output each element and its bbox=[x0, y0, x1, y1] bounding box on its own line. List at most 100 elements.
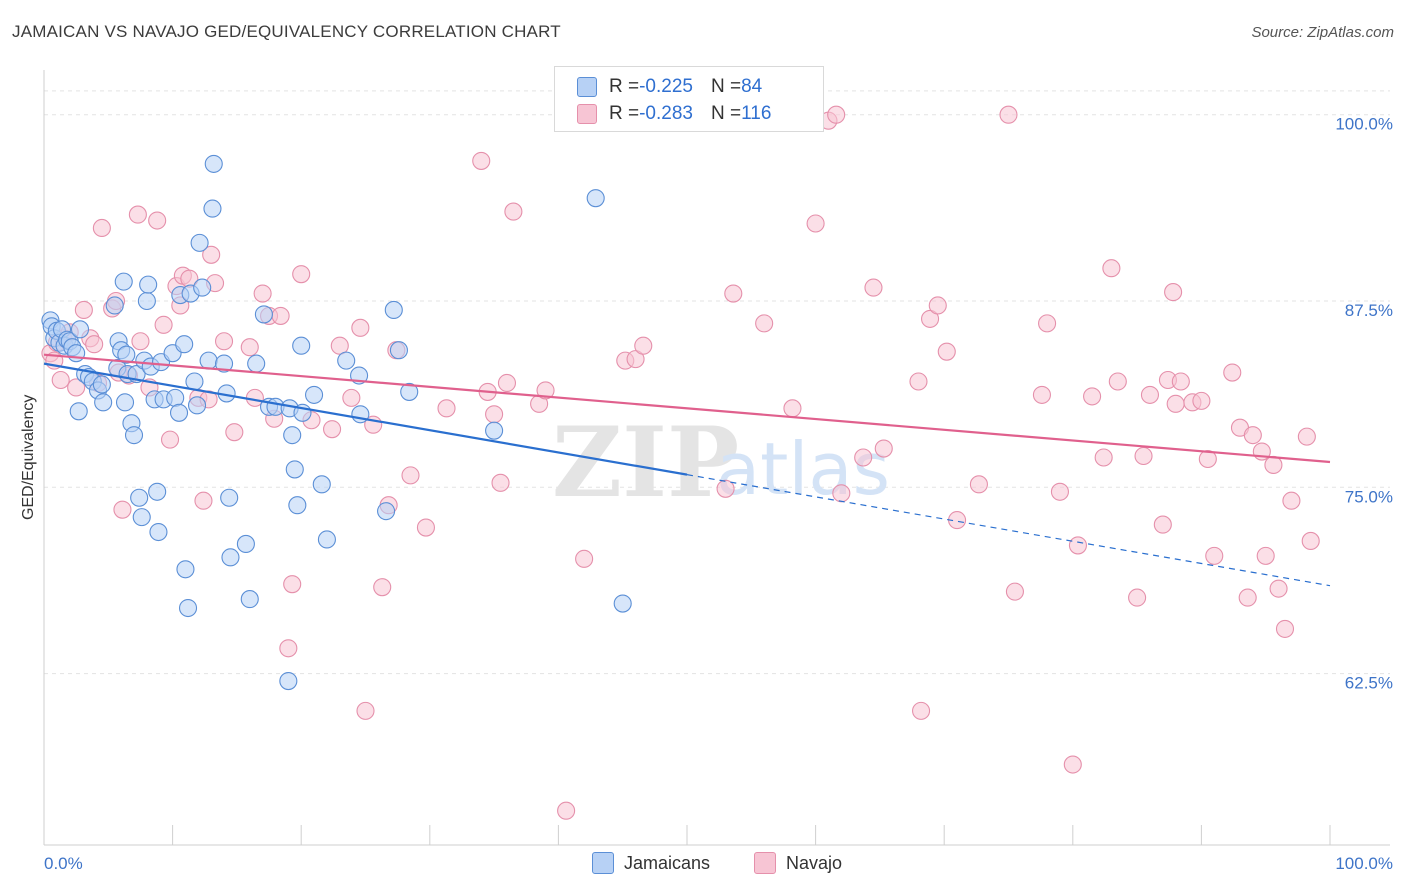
navajo-point bbox=[113, 500, 132, 519]
jamaican-point bbox=[199, 351, 218, 370]
legend-row-navajo: R = -0.283 N = 116 bbox=[577, 101, 771, 127]
jamaican-point bbox=[148, 482, 167, 501]
navajo-point bbox=[1164, 283, 1183, 302]
jamaican-point bbox=[105, 296, 124, 315]
jamaican-point bbox=[400, 382, 419, 401]
navajo-point bbox=[292, 265, 311, 284]
jamaican-trend-line bbox=[43, 362, 688, 476]
navajo-point bbox=[912, 701, 931, 720]
jamaican-point bbox=[613, 594, 632, 613]
y-tick-label: 75.0% bbox=[1345, 487, 1393, 506]
navajo-point bbox=[253, 284, 272, 303]
jamaican-point bbox=[317, 530, 336, 549]
jamaican-point bbox=[312, 475, 331, 494]
jamaican-point bbox=[283, 426, 302, 445]
navajo-point bbox=[92, 218, 111, 238]
jamaican-point bbox=[139, 275, 158, 294]
navajo-point bbox=[1256, 546, 1275, 565]
jamaican-point bbox=[67, 344, 86, 363]
navajo-point bbox=[373, 578, 392, 597]
navajo-point bbox=[1063, 755, 1082, 774]
navajo-point bbox=[1128, 588, 1147, 607]
jamaican-point bbox=[377, 502, 396, 521]
jamaican-point bbox=[240, 590, 259, 609]
navajo-point bbox=[279, 639, 298, 658]
jamaican-point bbox=[70, 320, 90, 339]
chart-title: JAMAICAN VS NAVAJO GED/EQUIVALENCY CORRE… bbox=[12, 22, 561, 41]
navajo-point bbox=[1134, 446, 1153, 466]
navajo-point bbox=[575, 549, 594, 568]
jamaican-point bbox=[169, 403, 189, 422]
watermark: ZIP atlas bbox=[552, 406, 890, 519]
trend-lines bbox=[43, 353, 1331, 587]
legend-r-label: R = bbox=[609, 103, 640, 124]
jamaican-point bbox=[247, 354, 266, 373]
watermark-zip: ZIP bbox=[552, 406, 739, 519]
navajo-point bbox=[202, 245, 221, 264]
navajo-point bbox=[854, 448, 873, 467]
navajo-point bbox=[154, 315, 173, 334]
navajo-point bbox=[1102, 259, 1121, 278]
navajo-point bbox=[921, 309, 940, 328]
navajo-point bbox=[1005, 582, 1024, 601]
navajo-point bbox=[74, 300, 93, 320]
navajo-point bbox=[323, 420, 342, 439]
legend-n-value: 84 bbox=[741, 76, 763, 97]
navajo-point bbox=[1269, 579, 1288, 598]
navajo-point bbox=[1264, 455, 1283, 475]
navajo-swatch bbox=[577, 104, 597, 124]
y-tick-label: 100.0% bbox=[1335, 115, 1393, 134]
jamaican-point bbox=[69, 402, 88, 421]
navajo-point bbox=[1238, 588, 1257, 607]
jamaican-point bbox=[586, 189, 605, 208]
jamaican-point bbox=[288, 496, 307, 515]
navajo-point bbox=[1068, 536, 1087, 555]
navajo-point bbox=[472, 151, 491, 170]
navajo-point bbox=[160, 430, 180, 449]
navajo-point bbox=[909, 372, 928, 391]
jamaican-point bbox=[254, 305, 273, 324]
navajo-point bbox=[874, 439, 893, 458]
legend-item-navajo: Navajo bbox=[754, 852, 842, 874]
jamaicans-legend-label: Jamaicans bbox=[624, 852, 711, 873]
jamaican-point bbox=[149, 522, 168, 542]
jamaican-point bbox=[389, 341, 408, 360]
navajo-point bbox=[485, 405, 504, 424]
navajo-point bbox=[755, 314, 774, 333]
navajo-point bbox=[969, 475, 988, 494]
navajo-point bbox=[937, 342, 956, 361]
navajo-point bbox=[401, 466, 420, 485]
jamaican-point bbox=[221, 548, 240, 567]
jamaicans-swatch bbox=[577, 77, 597, 97]
navajo-point bbox=[1243, 426, 1262, 445]
x-tick-label: 0.0% bbox=[44, 854, 83, 873]
legend-n-label: N = bbox=[710, 76, 742, 97]
jamaican-point bbox=[92, 375, 111, 394]
legend-item-jamaicans: Jamaicans bbox=[592, 852, 710, 874]
jamaican-point bbox=[137, 291, 156, 311]
navajo-point bbox=[716, 479, 735, 498]
navajo-point bbox=[437, 399, 456, 418]
navajo-point bbox=[131, 332, 150, 351]
jamaican-point bbox=[285, 460, 304, 479]
navajo-point bbox=[67, 378, 86, 397]
navajo-point bbox=[330, 336, 349, 355]
navajo-point bbox=[1297, 427, 1316, 446]
navajo-point bbox=[1275, 619, 1295, 638]
navajo-point bbox=[497, 373, 517, 393]
navajo-point bbox=[342, 388, 361, 407]
jamaican-point bbox=[185, 372, 204, 391]
jamaican-point bbox=[220, 488, 239, 507]
jamaican-point bbox=[204, 154, 223, 173]
navajo-point bbox=[1301, 531, 1320, 551]
y-tick-label: 62.5% bbox=[1345, 674, 1393, 693]
jamaican-point bbox=[115, 393, 135, 412]
jamaican-point bbox=[190, 233, 209, 252]
navajo-point bbox=[1153, 515, 1172, 534]
jamaican-point bbox=[94, 393, 113, 412]
navajo-point bbox=[634, 336, 653, 355]
jamaican-point bbox=[193, 278, 212, 297]
jamaican-point bbox=[124, 426, 144, 445]
jamaican-point bbox=[175, 335, 194, 354]
